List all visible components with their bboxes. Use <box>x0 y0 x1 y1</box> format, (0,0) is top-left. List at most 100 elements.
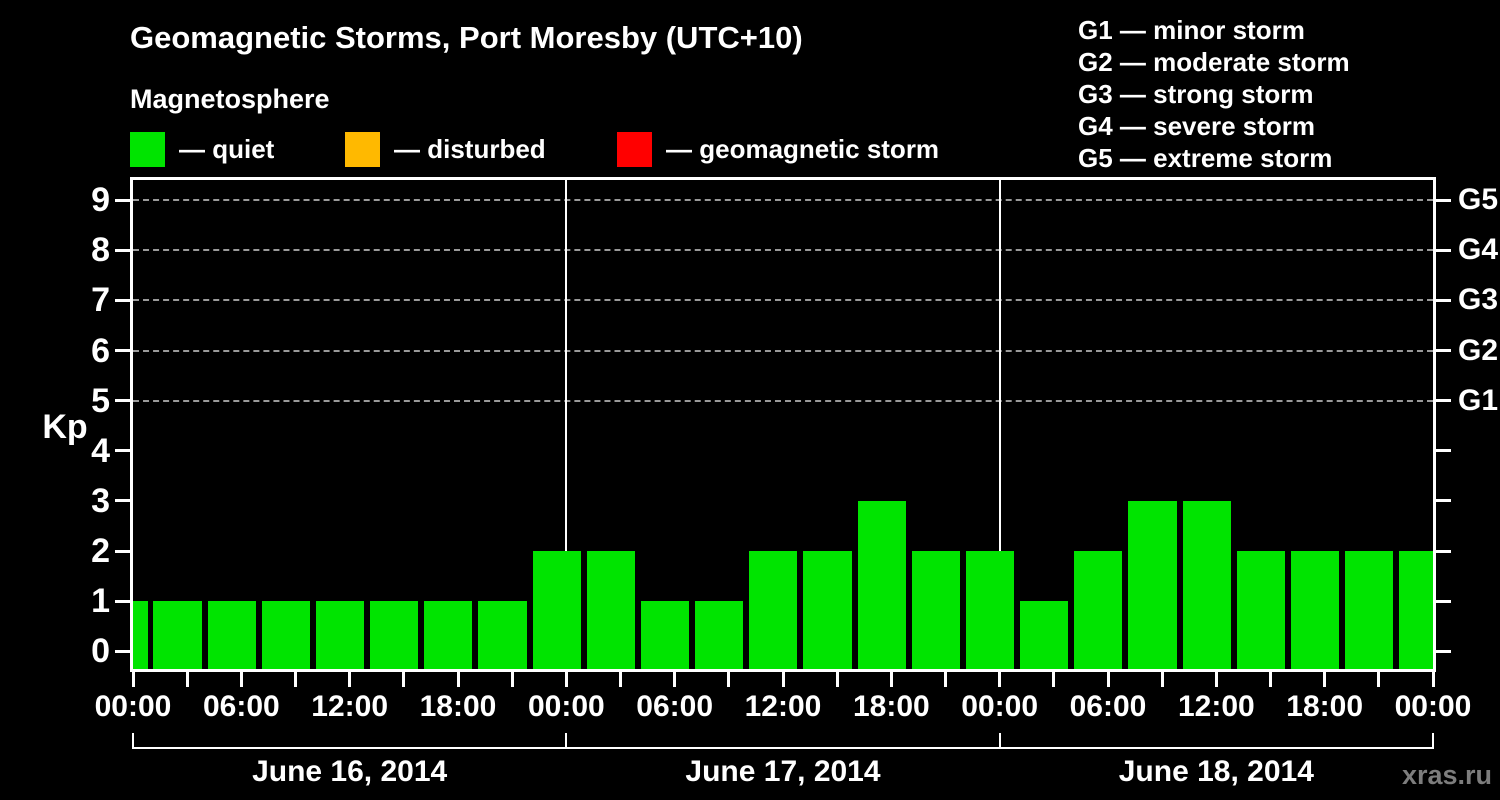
legend-item-geomagnetic-storm: — geomagnetic storm <box>617 131 939 167</box>
gridline-kp7 <box>133 299 1433 302</box>
y-axis-tick <box>115 198 130 202</box>
kp-color-legend: — quiet — disturbed — geomagnetic storm <box>0 131 1000 167</box>
x-axis-tick <box>673 672 677 687</box>
y-axis-tick <box>115 349 130 353</box>
brand-watermark: xras.ru <box>1401 760 1492 790</box>
x-time-label: 18:00 <box>852 690 930 723</box>
right-axis-tick <box>1436 649 1451 653</box>
kp-bar <box>695 601 744 669</box>
storm-level-label-g1: G1 <box>1458 383 1499 417</box>
date-bracket-riser <box>565 733 568 749</box>
chart-subtitle: Magnetosphere <box>130 84 330 114</box>
storm-scale-row-g4: G4 — severe storm <box>1078 111 1316 141</box>
date-bracket <box>133 747 1433 749</box>
kp-bar <box>586 551 635 669</box>
x-axis-tick <box>348 672 352 687</box>
y-tick-label: 2 <box>91 532 110 571</box>
kp-bar <box>857 500 906 669</box>
x-time-label: 18:00 <box>1286 690 1364 723</box>
x-axis-tick <box>727 672 731 687</box>
x-time-label: 00:00 <box>527 690 605 723</box>
legend-label: — quiet <box>179 133 275 164</box>
y-axis-tick <box>115 449 130 453</box>
plot-area <box>130 177 1436 672</box>
date-bracket-riser <box>132 733 134 749</box>
kp-bar <box>911 551 960 669</box>
right-axis-tick <box>1436 248 1451 252</box>
x-axis-tick <box>1214 672 1218 687</box>
x-time-label: 06:00 <box>636 690 714 723</box>
x-time-label: 06:00 <box>1069 690 1147 723</box>
kp-bar <box>1128 500 1177 669</box>
y-tick-label: 7 <box>91 281 110 320</box>
kp-bar <box>1020 601 1069 669</box>
x-time-label: 00:00 <box>961 690 1039 723</box>
y-tick-label: 9 <box>91 181 110 220</box>
x-axis-tick <box>456 672 460 687</box>
x-axis-tick <box>889 672 893 687</box>
day-boundary-line <box>565 180 568 669</box>
kp-bar <box>532 551 581 669</box>
y-tick-label: 8 <box>91 231 110 270</box>
x-axis-tick <box>944 672 947 687</box>
x-axis-tick <box>781 672 785 687</box>
kp-bar <box>315 601 365 669</box>
x-axis-tick <box>510 672 514 687</box>
storm-level-label-g2: G2 <box>1458 333 1499 367</box>
right-axis-tick <box>1436 399 1451 403</box>
kp-bar <box>424 601 473 669</box>
legend-item-quiet: — quiet <box>130 131 274 167</box>
kp-bar <box>1236 551 1285 669</box>
x-axis-tick <box>619 672 622 687</box>
x-time-label: 00:00 <box>94 690 172 723</box>
kp-bar <box>803 551 852 669</box>
x-time-label: 12:00 <box>744 690 822 723</box>
kp-bar <box>478 601 527 669</box>
storm-scale-row-g5: G5 — extreme storm <box>1078 143 1333 173</box>
x-axis-tick <box>1323 672 1327 687</box>
y-tick-label: 5 <box>91 381 110 420</box>
y-tick-label: 0 <box>91 632 110 671</box>
gridline-kp8 <box>133 249 1433 252</box>
chart-title: Geomagnetic Storms, Port Moresby (UTC+10… <box>130 20 803 55</box>
x-axis-tick <box>131 672 135 687</box>
kp-bar <box>207 601 256 669</box>
x-axis-tick <box>835 672 839 687</box>
x-axis-tick <box>185 672 189 687</box>
x-axis-tick <box>1431 672 1435 687</box>
x-axis-tick <box>294 672 297 687</box>
date-label: June 18, 2014 <box>1118 755 1314 788</box>
right-axis-tick <box>1436 449 1451 453</box>
x-axis-tick <box>402 672 406 687</box>
right-axis-tick <box>1436 499 1451 503</box>
storm-scale-row-g2: G2 — moderate storm <box>1078 47 1350 77</box>
legend-swatch <box>617 131 652 167</box>
kp-bar <box>370 601 419 669</box>
gridline-kp5 <box>133 399 1433 402</box>
x-axis-tick <box>998 672 1002 687</box>
x-axis-tick <box>239 672 243 687</box>
y-axis-tick <box>115 649 130 653</box>
storm-scale-row-g3: G3 — strong storm <box>1078 79 1314 109</box>
y-axis-label: Kp <box>42 408 88 446</box>
right-axis-tick <box>1436 198 1451 202</box>
y-tick-label: 1 <box>91 582 110 621</box>
kp-bar <box>1399 551 1433 669</box>
kp-bar <box>1290 551 1340 669</box>
date-label: June 16, 2014 <box>252 755 448 788</box>
y-axis-tick <box>115 599 130 603</box>
x-time-label: 00:00 <box>1394 690 1472 723</box>
y-axis-tick <box>115 298 130 302</box>
kp-bar <box>261 601 310 669</box>
legend-swatch <box>130 131 165 167</box>
legend-label: — geomagnetic storm <box>666 133 940 164</box>
y-tick-label: 4 <box>91 431 110 470</box>
storm-level-label-g4: G4 <box>1458 233 1499 267</box>
y-axis-tick <box>115 399 130 403</box>
legend-label: — disturbed <box>394 133 546 164</box>
legend-item-disturbed: — disturbed <box>345 131 546 167</box>
y-axis-tick <box>115 248 130 252</box>
kp-bar <box>133 601 148 669</box>
x-time-label: 12:00 <box>1177 690 1255 723</box>
